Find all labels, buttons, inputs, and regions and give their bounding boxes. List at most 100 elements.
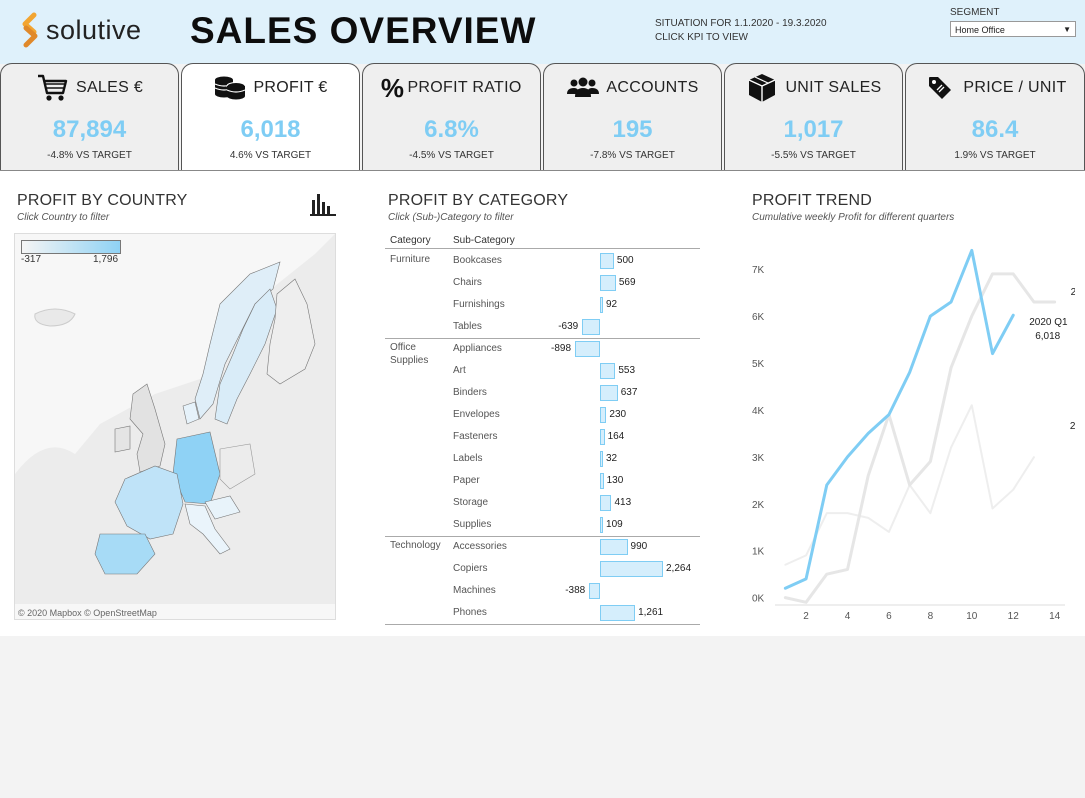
subcategory-label[interactable]: Accessories xyxy=(453,541,507,552)
kpi-delta: -4.5% VS TARGET xyxy=(409,150,494,161)
kpi-tab-profit-ratio[interactable]: % PROFIT RATIO 6.8% -4.5% VS TARGET xyxy=(362,63,541,171)
group-divider xyxy=(385,624,700,625)
kpi-value: 6,018 xyxy=(240,116,301,143)
subcategory-label[interactable]: Furnishings xyxy=(453,299,505,310)
profit-bar[interactable] xyxy=(600,429,605,445)
country-italy[interactable] xyxy=(184,503,231,555)
users-icon xyxy=(566,73,600,103)
category-label[interactable]: Technology xyxy=(390,540,441,551)
tag-icon xyxy=(923,73,957,103)
map-legend-gradient xyxy=(21,240,121,254)
category-title: PROFIT BY CATEGORY xyxy=(388,192,569,209)
profit-bar[interactable] xyxy=(600,605,636,621)
kpi-label: SALES € xyxy=(75,79,144,96)
header-divider xyxy=(385,248,700,249)
subcategory-label[interactable]: Chairs xyxy=(453,277,482,288)
map-credit: © 2020 Mapbox © OpenStreetMap xyxy=(18,608,157,618)
profit-bar[interactable] xyxy=(600,363,616,379)
profit-bar[interactable] xyxy=(582,319,600,335)
segment-label: SEGMENT xyxy=(950,7,1000,18)
profit-bar[interactable] xyxy=(600,297,603,313)
country-austria[interactable] xyxy=(204,495,241,520)
group-divider xyxy=(385,536,700,537)
x-tick-label: 4 xyxy=(845,611,851,622)
category-label[interactable]: Office Supplies xyxy=(390,342,429,366)
profit-bar[interactable] xyxy=(600,561,663,577)
kpi-delta: -5.5% VS TARGET xyxy=(771,150,856,161)
subcategory-label[interactable]: Binders xyxy=(453,387,487,398)
subcategory-label[interactable]: Envelopes xyxy=(453,409,500,420)
x-tick-label: 10 xyxy=(966,611,978,622)
profit-bar[interactable] xyxy=(600,385,618,401)
column-header-category: Category xyxy=(390,235,431,246)
profit-bar[interactable] xyxy=(600,473,604,489)
profit-value-label: 32 xyxy=(606,453,618,464)
brand-logo: solutive xyxy=(20,12,142,48)
category-label[interactable]: Furniture xyxy=(390,254,431,265)
subcategory-label[interactable]: Phones xyxy=(453,607,487,618)
y-tick-label: 6K xyxy=(752,312,765,323)
x-tick-label: 12 xyxy=(1008,611,1020,622)
country-subtitle: Click Country to filter xyxy=(17,212,110,223)
country-map[interactable]: -317 1,796 xyxy=(14,233,336,620)
column-header-subcategory: Sub-Category xyxy=(453,235,515,246)
profit-bar[interactable] xyxy=(575,341,600,357)
profit-bar[interactable] xyxy=(600,539,628,555)
bar-chart-icon[interactable] xyxy=(310,191,336,222)
country-ireland[interactable] xyxy=(114,425,131,453)
subcategory-label[interactable]: Bookcases xyxy=(453,255,502,266)
subcategory-label[interactable]: Tables xyxy=(453,321,482,332)
profit-value-label: 500 xyxy=(616,255,634,266)
profit-bar[interactable] xyxy=(600,517,604,533)
country-central-europe[interactable] xyxy=(219,443,256,490)
kpi-divider xyxy=(0,170,1085,171)
country-title: PROFIT BY COUNTRY xyxy=(17,192,188,209)
country-finland[interactable] xyxy=(266,278,316,385)
subcategory-label[interactable]: Copiers xyxy=(453,563,488,574)
map-legend-min: -317 xyxy=(21,254,42,265)
map-legend-max: 1,796 xyxy=(93,254,119,265)
kpi-delta: 1.9% VS TARGET xyxy=(954,150,1036,161)
kpi-tab-sales[interactable]: SALES € 87,894 -4.8% VS TARGET xyxy=(0,63,179,171)
profit-bar[interactable] xyxy=(600,451,603,467)
percent-icon: % xyxy=(380,72,404,103)
subcategory-label[interactable]: Appliances xyxy=(453,343,502,354)
subcategory-label[interactable]: Supplies xyxy=(453,519,492,530)
profit-value-label: 1,261 xyxy=(638,607,664,618)
subcategory-label[interactable]: Labels xyxy=(453,453,483,464)
profit-value-label: 569 xyxy=(618,277,636,288)
series-end-label: 2019 Q1 xyxy=(1070,421,1075,432)
kpi-tab-unit-sales[interactable]: UNIT SALES 1,017 -5.5% VS TARGET xyxy=(724,63,903,171)
series-line-2020-q1[interactable] xyxy=(783,248,1015,590)
situation-hint: CLICK KPI TO VIEW xyxy=(655,32,748,43)
y-tick-label: 4K xyxy=(752,406,765,417)
profit-bar[interactable] xyxy=(600,407,607,423)
subcategory-label[interactable]: Storage xyxy=(453,497,489,508)
series-line-2019-q4[interactable] xyxy=(783,272,1057,604)
kpi-tab-profit[interactable]: PROFIT € 6,018 4.6% VS TARGET xyxy=(181,63,360,171)
profit-value-label: 413 xyxy=(614,497,632,508)
profit-bar[interactable] xyxy=(600,495,612,511)
subcategory-label[interactable]: Fasteners xyxy=(453,431,498,442)
x-tick-label: 8 xyxy=(928,611,934,622)
y-tick-label: 2K xyxy=(752,500,765,511)
profit-bar[interactable] xyxy=(589,583,600,599)
series-end-label: 2020 Q1 xyxy=(1029,317,1068,328)
profit-trend-chart[interactable]: 0K 1K 2K 3K 4K 5K 6K 7K 2 4 6 8 10 12 14 2020 Q1 6,018 20… xyxy=(750,229,1075,629)
subcategory-label[interactable]: Machines xyxy=(453,585,496,596)
country-france[interactable] xyxy=(114,465,184,540)
kpi-tab-accounts[interactable]: ACCOUNTS 195 -7.8% VS TARGET xyxy=(543,63,722,171)
kpi-tab-price-unit[interactable]: PRICE / UNIT 86.4 1.9% VS TARGET xyxy=(905,63,1085,171)
country-norway[interactable] xyxy=(194,261,281,420)
country-spain[interactable] xyxy=(94,533,156,575)
profit-bar[interactable] xyxy=(600,253,614,269)
segment-dropdown[interactable]: Home Office ▼ xyxy=(950,21,1076,37)
subcategory-label[interactable]: Art xyxy=(453,365,466,376)
country-denmark[interactable] xyxy=(182,401,200,425)
y-tick-label: 7K xyxy=(752,265,765,276)
profit-value-label: 990 xyxy=(630,541,648,552)
profit-value-label: 637 xyxy=(620,387,638,398)
subcategory-label[interactable]: Paper xyxy=(453,475,480,486)
kpi-value: 87,894 xyxy=(52,116,127,143)
profit-bar[interactable] xyxy=(600,275,616,291)
